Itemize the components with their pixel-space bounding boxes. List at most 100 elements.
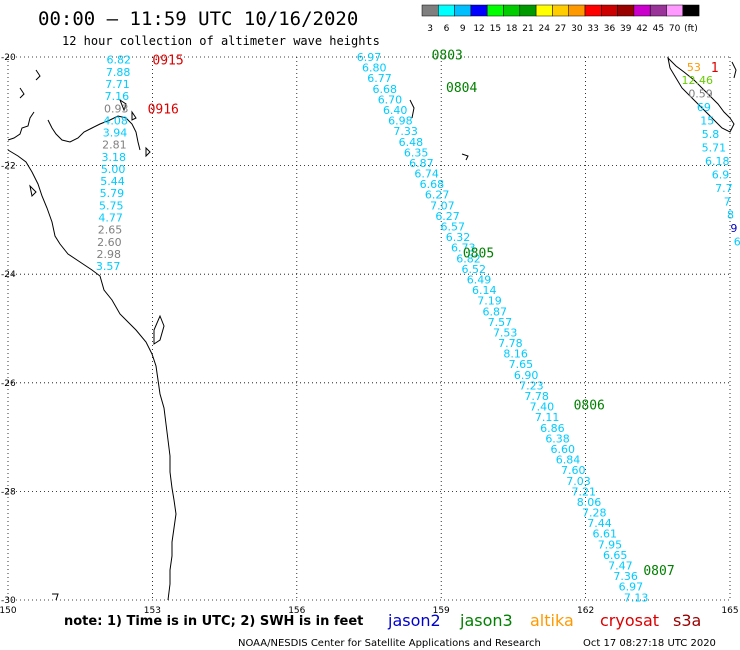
swh-value: 7.19 [477,295,502,308]
swh-value: 6.77 [367,72,392,85]
swh-value: 6.52 [462,263,487,276]
swh-value: 6.32 [446,231,471,244]
swh-value: 15 [700,115,714,128]
color-swatch [568,4,586,17]
swh-value: 7.21 [572,485,597,498]
swh-value: 9 [730,222,737,235]
pass-label: 0806 [574,399,605,414]
swh-value: 7.13 [624,591,649,604]
color-swatch [682,4,700,17]
x-tick-label: 162 [577,606,594,616]
swh-value: 7.28 [582,507,607,520]
swh-value: 4.77 [98,212,123,225]
x-tick-label: 156 [288,606,305,616]
color-scale-label: 39 [620,24,632,34]
swh-value: 7.33 [393,125,418,138]
swh-value: 6.14 [472,284,497,297]
color-swatch [666,4,684,17]
color-scale-label: 70 [669,24,681,34]
color-swatch [470,4,488,17]
swh-value: 2.98 [96,248,121,261]
chart-subtitle: 12 hour collection of altimeter wave hei… [62,34,380,48]
swh-value: 8.16 [503,348,528,361]
swh-value: 5.71 [702,141,727,154]
swh-value: 53 [687,61,701,74]
pass-label: 0915 [152,54,183,69]
mission-legend: jason2 jason3 altika cryosat s3a [387,611,701,630]
x-tick-label: 153 [144,606,161,616]
mission-name: cryosat [600,611,659,630]
pass-label: 0805 [463,246,494,261]
swh-value: 6.98 [388,115,413,128]
altimeter-tracks: 6.827.887.717.160.934.083.942.813.185.00… [96,51,740,604]
map-area: 6.827.887.717.160.934.083.942.813.185.00… [0,48,740,616]
color-scale-label: 18 [506,24,518,34]
swh-value: 7.7 [715,182,733,195]
island-4 [29,184,37,198]
swh-value: 6.68 [372,83,397,96]
swh-value: 7.03 [566,475,591,488]
swh-value: 6.38 [545,432,570,445]
swh-value: 7.23 [519,379,544,392]
lat-lon-grid [7,56,731,601]
axis-ticks: 150 153 156 159 162 165-20-22-24-26-28-30 [0,53,739,616]
footer: note: 1) Time is in UTC; 2) SWH is in fe… [64,611,716,649]
color-swatch [584,4,602,17]
color-scale-label: 24 [539,24,551,34]
x-tick-label: 159 [433,606,450,616]
swh-value: 6.84 [556,454,581,467]
swh-value: 6.87 [409,157,434,170]
cape-coastline [7,111,35,141]
color-scale-label: 33 [587,24,598,34]
swh-value: 6.70 [378,93,403,106]
swh-value: 7.78 [524,390,549,403]
color-scale-label: 12 [473,24,484,34]
color-swatch [454,4,472,17]
swh-value: 69 [697,101,711,114]
swh-value: 7 [724,195,731,208]
swh-value: 7.95 [598,538,623,551]
mission-name: jason3 [459,611,513,630]
swh-value: 6.35 [404,146,429,159]
color-scale-label: 42 [636,24,647,34]
x-tick-label: 165 [721,606,738,616]
island-5 [35,69,41,81]
swh-value: 6.82 [456,252,481,265]
color-scale-label: 30 [571,24,583,34]
new-caledonia-coastline [667,56,735,133]
pass-label: 0807 [643,564,674,579]
swh-value: 6.60 [551,443,576,456]
color-swatch [519,4,537,17]
color-swatch [535,4,553,17]
footer-credit: NOAA/NESDIS Center for Satellite Applica… [238,638,541,649]
island-9 [52,593,59,601]
swh-value: 8.06 [577,496,602,509]
swh-value: 6.73 [451,242,476,255]
swh-value: 7.40 [530,401,555,414]
swh-value: 6 [734,236,740,249]
mission-name: altika [530,611,574,630]
swh-value: 5.75 [99,199,124,212]
color-scale-label: (ft) [684,24,698,34]
australia-coastline [7,149,177,601]
color-scale-label: 15 [490,24,501,34]
swh-value: 7.65 [509,358,534,371]
swh-value: 12.46 [681,74,713,87]
swh-value: 6.68 [420,178,445,191]
y-tick-label: -30 [1,596,16,606]
swh-value: 7.60 [561,464,586,477]
swh-value: 6.27 [435,210,460,223]
swh-value: 3.57 [96,260,121,273]
island-1 [118,98,127,112]
pass-label: 1 [711,61,719,76]
swh-value: 7.44 [587,517,612,530]
color-swatch [552,4,569,17]
y-tick-label: -28 [1,487,16,497]
color-swatch [601,4,618,17]
color-scale-label: 6 [444,24,450,34]
swh-value: 7.78 [498,337,523,350]
swh-value: 6.80 [362,62,387,75]
pass-label: 0803 [432,48,463,63]
swh-value: 6.57 [441,221,466,234]
